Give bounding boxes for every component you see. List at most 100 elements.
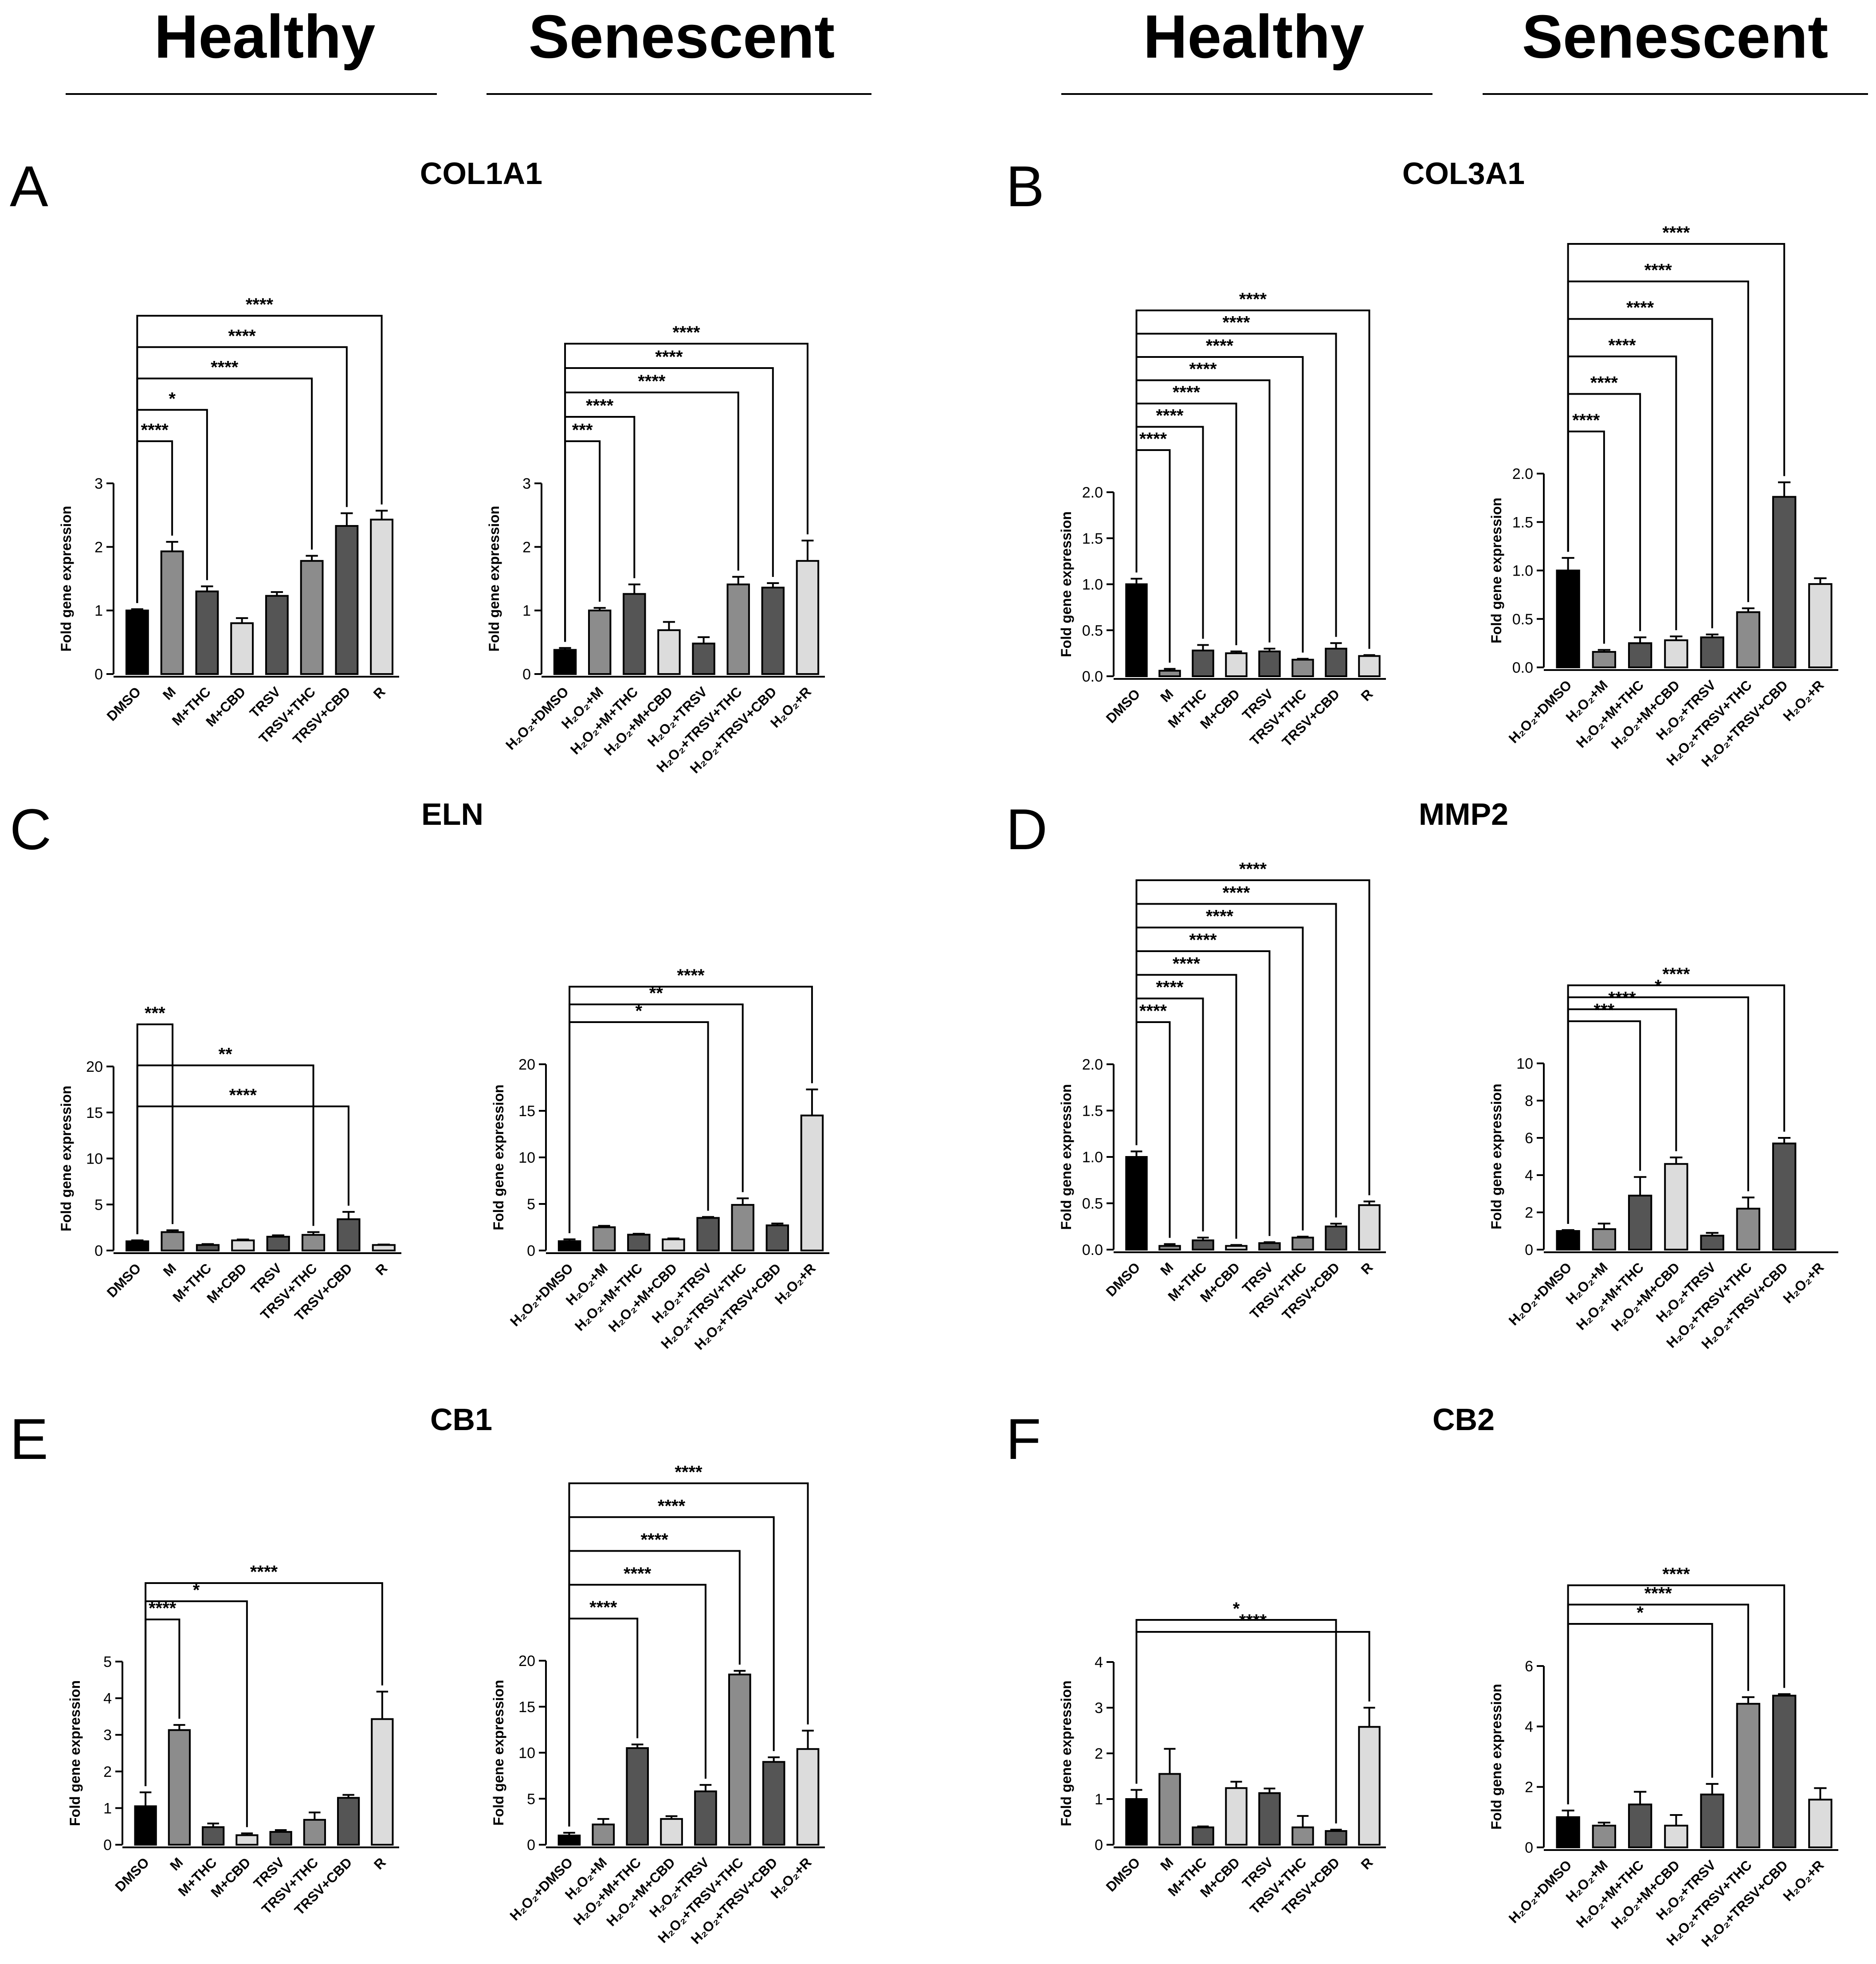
significance-bracket xyxy=(569,986,813,1233)
bar xyxy=(588,609,612,675)
bar xyxy=(1772,1694,1797,1848)
significance-label: **** xyxy=(1156,978,1184,997)
bar xyxy=(1700,1235,1724,1251)
bar xyxy=(335,525,359,675)
significance-label: * xyxy=(636,1001,643,1021)
y-tick-label: 0 xyxy=(527,1837,535,1854)
significance-label: **** xyxy=(1189,930,1217,950)
bar xyxy=(557,1240,581,1251)
significance-label: **** xyxy=(658,1496,686,1516)
x-tick-label: M xyxy=(1157,686,1176,705)
bar xyxy=(168,1729,191,1846)
bar xyxy=(1225,1787,1248,1846)
bar xyxy=(235,1834,259,1846)
significance-bracket xyxy=(1567,243,1786,552)
significance-label: **** xyxy=(1139,1001,1167,1021)
x-tick-label: M xyxy=(1157,1259,1176,1278)
bar xyxy=(627,1234,651,1252)
bar xyxy=(1556,1816,1580,1849)
bar xyxy=(1556,1230,1580,1251)
y-tick-label: 0 xyxy=(527,1243,535,1259)
significance-label: **** xyxy=(246,295,274,314)
bar xyxy=(1592,1824,1617,1848)
significance-label: **** xyxy=(677,966,705,985)
bar xyxy=(126,1240,149,1251)
significance-label: *** xyxy=(572,420,593,440)
bar xyxy=(1664,1163,1688,1251)
significance-bracket xyxy=(136,1064,314,1235)
significance-label: **** xyxy=(211,358,239,377)
group-headers: Healthy Senescent Healthy Senescent xyxy=(66,3,1868,95)
gene-title: MMP2 xyxy=(1419,797,1508,831)
bar xyxy=(1325,1225,1347,1251)
y-tick-label: 6 xyxy=(1525,1658,1533,1675)
y-tick-label: 5 xyxy=(94,1196,103,1213)
y-tick-label: 1 xyxy=(522,603,531,619)
y-tick-label: 20 xyxy=(86,1058,103,1075)
y-tick-label: 4 xyxy=(1095,1654,1103,1671)
y-tick-label: 0.0 xyxy=(1082,1242,1103,1258)
bar xyxy=(1291,1236,1314,1251)
significance-bracket xyxy=(1567,1020,1641,1224)
header-senescent-left: Senescent xyxy=(529,3,835,71)
bar xyxy=(660,1818,683,1846)
y-axis-label: Fold gene expression xyxy=(491,1680,506,1826)
bar xyxy=(1700,1793,1724,1848)
bar xyxy=(1225,652,1248,677)
bar xyxy=(1192,1826,1214,1846)
bar xyxy=(623,593,646,675)
bar xyxy=(1158,1245,1181,1251)
y-tick-label: 0 xyxy=(94,666,103,683)
x-tick-label: M xyxy=(1157,1854,1176,1874)
bar xyxy=(796,560,820,675)
y-tick-label: 5 xyxy=(103,1654,112,1670)
bar xyxy=(800,1114,824,1251)
header-healthy-right: Healthy xyxy=(1143,3,1365,71)
panel-letter: C xyxy=(10,797,51,862)
significance-label: **** xyxy=(1206,907,1234,926)
x-tick-label: H₂O₂+DMSO xyxy=(1506,1857,1575,1926)
bar xyxy=(765,1224,789,1252)
significance-label: **** xyxy=(1608,336,1636,355)
bar xyxy=(195,590,219,675)
significance-bracket xyxy=(1135,926,1304,1231)
y-tick-label: 2 xyxy=(1525,1779,1533,1796)
significance-label: **** xyxy=(141,420,169,440)
x-tick-label: M xyxy=(167,1854,186,1874)
x-tick-label: DMSO xyxy=(1103,686,1143,726)
y-tick-label: 1 xyxy=(103,1800,112,1817)
y-tick-label: 0 xyxy=(1525,1242,1533,1258)
y-axis-label: Fold gene expression xyxy=(486,506,502,652)
x-tick-label: R xyxy=(373,1260,391,1278)
significance-label: **** xyxy=(1139,429,1167,449)
y-tick-label: 0 xyxy=(522,666,531,683)
panel-letter: F xyxy=(1006,1407,1041,1471)
bar xyxy=(301,1234,326,1252)
bar xyxy=(1358,655,1381,677)
x-tick-label: DMSO xyxy=(104,684,144,724)
significance-bracket xyxy=(1135,310,1370,649)
y-tick-label: 0 xyxy=(103,1837,112,1854)
significance-label: * xyxy=(193,1580,200,1600)
y-axis-label: Fold gene expression xyxy=(1058,511,1074,657)
x-tick-label: R xyxy=(1358,1854,1376,1873)
y-tick-label: 2.0 xyxy=(1082,484,1103,501)
x-tick-label: H₂O₂+R xyxy=(1780,1857,1827,1904)
bar xyxy=(1291,1826,1314,1846)
y-axis-label: Fold gene expression xyxy=(1488,1084,1504,1230)
y-tick-label: 4 xyxy=(103,1690,112,1707)
significance-label: **** xyxy=(1173,383,1201,402)
y-tick-label: 1.0 xyxy=(1512,563,1533,580)
y-tick-label: 1 xyxy=(1095,1791,1103,1808)
y-tick-label: 6 xyxy=(1525,1130,1533,1147)
gene-title: CB2 xyxy=(1433,1402,1495,1437)
bar xyxy=(266,1235,290,1251)
bar xyxy=(1158,1773,1181,1846)
y-tick-label: 8 xyxy=(1525,1093,1533,1109)
significance-label: **** xyxy=(655,347,683,367)
bar xyxy=(592,1226,616,1251)
significance-label: **** xyxy=(1222,883,1250,902)
